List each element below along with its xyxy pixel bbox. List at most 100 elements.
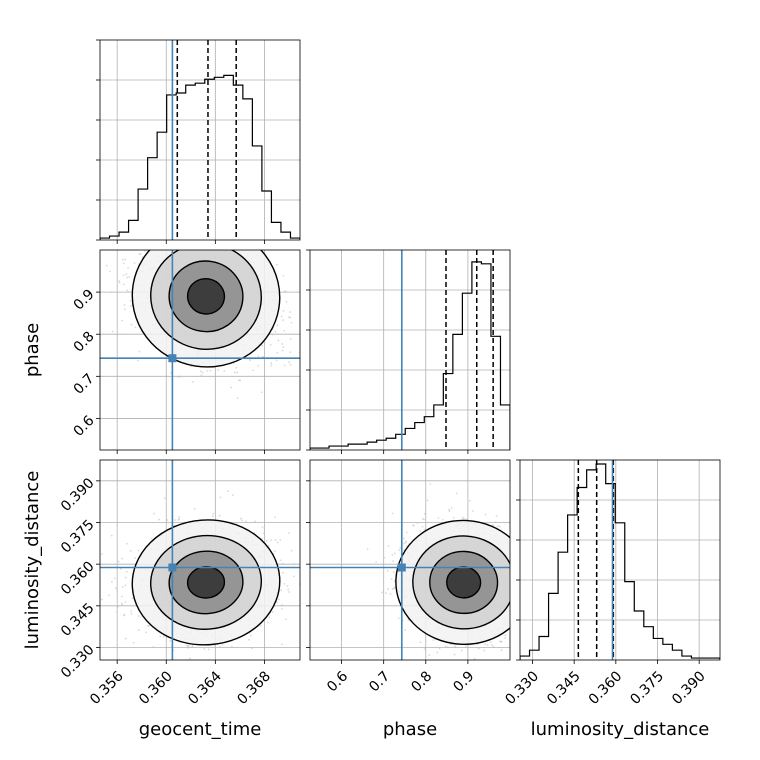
density-luminosity-distance-vs-phase-point <box>516 588 518 590</box>
density-phase-vs-geocent-time-point <box>252 369 254 372</box>
density-phase-vs-geocent-time-point <box>276 351 279 354</box>
hist-luminosity-distance-marks: 0.330 0.345 0.360 0.375 0.390 <box>502 459 720 708</box>
density-luminosity-distance-vs-phase-point <box>391 588 394 590</box>
density-luminosity-distance-vs-phase-point <box>387 545 390 547</box>
density-luminosity-distance-vs-phase-point <box>399 546 402 549</box>
density-phase-vs-geocent-time-point <box>270 364 273 367</box>
density-phase-vs-geocent-time-point <box>158 210 160 212</box>
density-luminosity-distance-vs-phase-point <box>404 629 407 632</box>
density-luminosity-distance-vs-geocent-time-point <box>123 614 125 617</box>
density-luminosity-distance-vs-phase-point <box>513 652 515 654</box>
density-luminosity-distance-vs-phase-point <box>405 531 408 534</box>
density-phase-vs-geocent-time-point <box>163 246 165 248</box>
density-phase-vs-geocent-time-point <box>261 344 264 347</box>
hist-luminosity-distance-bar-16 <box>672 650 682 660</box>
density-luminosity-distance-vs-phase-contour-0 <box>395 519 510 646</box>
density-luminosity-distance-vs-geocent-time-point <box>121 595 123 598</box>
density-luminosity-distance-vs-geocent-time-point <box>150 677 152 679</box>
hist-geocent-time-bar-3 <box>129 220 139 240</box>
density-luminosity-distance-vs-geocent-time-point <box>276 541 279 544</box>
density-luminosity-distance-vs-phase-point <box>521 608 523 610</box>
density-phase-vs-geocent-time-clipped <box>100 206 309 450</box>
hist-luminosity-distance-bar-15 <box>663 644 673 660</box>
density-luminosity-distance-vs-phase-point <box>385 592 387 595</box>
hist-geocent-time-bar-2 <box>119 232 129 240</box>
density-phase-vs-geocent-time-point <box>202 242 204 244</box>
density-phase-vs-geocent-time-point <box>125 273 128 276</box>
density-luminosity-distance-vs-geocent-time-point <box>221 643 224 646</box>
density-phase-vs-geocent-time-point <box>184 206 186 208</box>
density-luminosity-distance-vs-geocent-time-point <box>113 577 116 580</box>
density-phase-vs-geocent-time-point <box>170 246 172 248</box>
hist-phase-bar-20 <box>500 405 510 450</box>
density-phase-vs-geocent-time-point <box>198 233 200 235</box>
density-luminosity-distance-vs-geocent-time-point <box>232 494 234 497</box>
density-phase-vs-geocent-time-point <box>281 343 284 345</box>
density-luminosity-distance-vs-geocent-time-point <box>290 549 293 552</box>
density-luminosity-distance-vs-geocent-time-truth-marker <box>168 563 177 572</box>
density-luminosity-distance-vs-phase-point <box>391 512 394 515</box>
density-phase-vs-geocent-time-point <box>236 397 239 400</box>
density-luminosity-distance-vs-geocent-time-point <box>191 645 194 648</box>
density-luminosity-distance-vs-phase-point <box>421 525 424 528</box>
density-phase-vs-geocent-time-point <box>168 222 170 224</box>
density-luminosity-distance-vs-geocent-time-contour-2 <box>168 550 244 615</box>
density-luminosity-distance-vs-geocent-time-marks: 0.356 0.360 0.364 0.3680.3300.3450.3600.375… <box>58 460 300 708</box>
density-luminosity-distance-vs-phase-point <box>525 640 527 642</box>
density-phase-vs-geocent-time-point <box>161 246 163 248</box>
density-phase-vs-geocent-time-point <box>122 274 125 277</box>
density-luminosity-distance-vs-phase-point <box>407 619 410 621</box>
density-luminosity-distance-vs-geocent-time-clipped <box>100 460 300 679</box>
density-luminosity-distance-vs-phase-point <box>523 612 525 614</box>
density-luminosity-distance-vs-geocent-time-ytick-label-2: 0.360 <box>58 559 98 599</box>
density-luminosity-distance-vs-phase-point <box>464 645 467 647</box>
density-luminosity-distance-vs-geocent-time-point <box>292 563 295 565</box>
density-phase-vs-geocent-time-point <box>191 242 193 244</box>
density-luminosity-distance-vs-phase-point <box>522 616 524 618</box>
hist-luminosity-distance-bar-5 <box>568 515 578 660</box>
density-luminosity-distance-vs-phase-point <box>393 580 396 583</box>
density-luminosity-distance-vs-phase-point <box>522 593 524 595</box>
density-luminosity-distance-vs-geocent-time-point <box>293 575 295 578</box>
density-phase-vs-geocent-time-point <box>134 326 137 329</box>
density-phase-vs-geocent-time-contour-1 <box>150 250 263 350</box>
density-luminosity-distance-vs-geocent-time-point <box>285 618 287 621</box>
density-phase-vs-geocent-time-point <box>281 349 284 352</box>
density-phase-vs-geocent-time-point <box>168 222 170 224</box>
density-luminosity-distance-vs-phase-point <box>453 653 456 656</box>
density-phase-vs-geocent-time-contour-0 <box>131 250 281 368</box>
density-luminosity-distance-vs-geocent-time-point <box>122 585 124 588</box>
density-phase-vs-geocent-time-point <box>126 289 128 292</box>
density-luminosity-distance-vs-phase-point <box>448 510 451 512</box>
density-phase-vs-geocent-time-point <box>143 250 146 252</box>
density-phase-vs-geocent-time-point <box>133 262 136 265</box>
density-luminosity-distance-vs-phase-point <box>540 601 542 603</box>
density-luminosity-distance-vs-phase-point <box>511 600 513 602</box>
hist-geocent-time-bar-6 <box>157 132 167 240</box>
density-luminosity-distance-vs-geocent-time-contour-1 <box>149 534 263 630</box>
density-phase-vs-geocent-time-point <box>307 341 309 343</box>
density-phase-vs-geocent-time-point <box>123 304 126 306</box>
density-phase-vs-geocent-time-point <box>183 245 185 247</box>
density-luminosity-distance-vs-phase-point <box>515 522 517 524</box>
density-luminosity-distance-vs-phase-point <box>525 618 527 620</box>
density-phase-vs-geocent-time-point <box>236 371 239 374</box>
hist-geocent-time-bar-19 <box>281 232 291 240</box>
density-phase-vs-geocent-time-contour-3 <box>186 277 226 315</box>
density-luminosity-distance-vs-phase-point <box>533 553 535 555</box>
density-luminosity-distance-vs-geocent-time-point <box>281 562 284 565</box>
density-luminosity-distance-vs-geocent-time-point <box>124 576 127 579</box>
density-phase-vs-geocent-time-point <box>289 316 292 319</box>
hist-panel-geocent-time-frame <box>99 39 301 241</box>
hist-geocent-time-bar-14 <box>233 85 243 240</box>
density-luminosity-distance-vs-geocent-time-point <box>281 604 283 606</box>
density-phase-vs-geocent-time-ytick-label-1: 0.7 <box>71 371 98 398</box>
density-luminosity-distance-vs-phase-point <box>495 515 498 518</box>
density-luminosity-distance-vs-phase-point <box>516 560 518 562</box>
density-phase-vs-geocent-time-point <box>206 370 209 372</box>
density-phase-vs-geocent-time-point <box>155 237 157 239</box>
hist-phase-bar-8 <box>386 438 396 450</box>
density-luminosity-distance-vs-phase-point <box>510 613 512 615</box>
hist-geocent-time-step-line <box>100 74 300 240</box>
density-phase-vs-geocent-time-point <box>169 231 171 233</box>
